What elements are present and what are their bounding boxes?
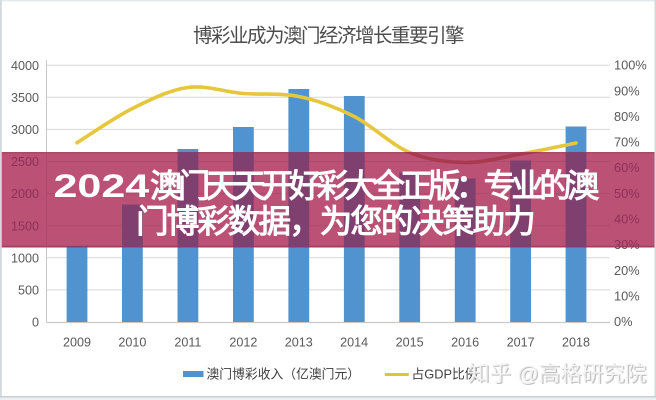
svg-text:2018: 2018 [562,336,590,350]
svg-text:20%: 20% [614,263,640,278]
svg-text:2017: 2017 [507,336,535,350]
svg-text:60%: 60% [614,160,640,175]
svg-text:2013: 2013 [285,336,313,350]
svg-text:500: 500 [18,284,39,298]
svg-text:3000: 3000 [11,123,39,137]
svg-text:30%: 30% [614,237,640,252]
svg-text:2000: 2000 [11,187,39,201]
svg-text:0: 0 [32,316,39,330]
svg-text:知乎 @高格研究院: 知乎 @高格研究院 [469,363,647,387]
svg-text:博彩业成为澳门经济增长重要引擎: 博彩业成为澳门经济增长重要引擎 [193,25,464,47]
svg-text:知乎 @高格研究院: 知乎 @高格研究院 [468,362,646,386]
svg-text:3500: 3500 [11,91,39,105]
svg-text:2010: 2010 [118,336,146,350]
svg-text:占GDP比例: 占GDP比例 [412,367,478,382]
svg-text:40%: 40% [614,212,640,227]
svg-text:100%: 100% [614,58,647,73]
svg-text:80%: 80% [614,109,640,124]
svg-text:2014: 2014 [340,336,368,350]
svg-text:50%: 50% [614,186,640,201]
svg-text:0%: 0% [614,314,633,329]
svg-text:澳门天天开好彩大全正版：专业的澳: 澳门天天开好彩大全正版：专业的澳 [150,167,600,204]
svg-text:2012: 2012 [229,336,257,350]
svg-text:2500: 2500 [11,155,39,169]
svg-text:澳门博彩收入（亿澳门元）: 澳门博彩收入（亿澳门元） [207,367,361,382]
svg-text:2016: 2016 [451,336,479,350]
svg-text:1000: 1000 [11,251,39,265]
svg-text:1500: 1500 [11,219,39,233]
svg-text:4000: 4000 [11,59,39,73]
svg-text:2009: 2009 [63,336,91,350]
svg-text:90%: 90% [614,83,640,98]
svg-text:2011: 2011 [174,336,201,350]
svg-text:2015: 2015 [396,336,424,350]
svg-text:2024: 2024 [54,168,150,205]
svg-text:70%: 70% [614,135,640,150]
svg-text:10%: 10% [614,289,640,304]
svg-text:门博彩数据，为您的决策助力: 门博彩数据，为您的决策助力 [136,204,534,240]
